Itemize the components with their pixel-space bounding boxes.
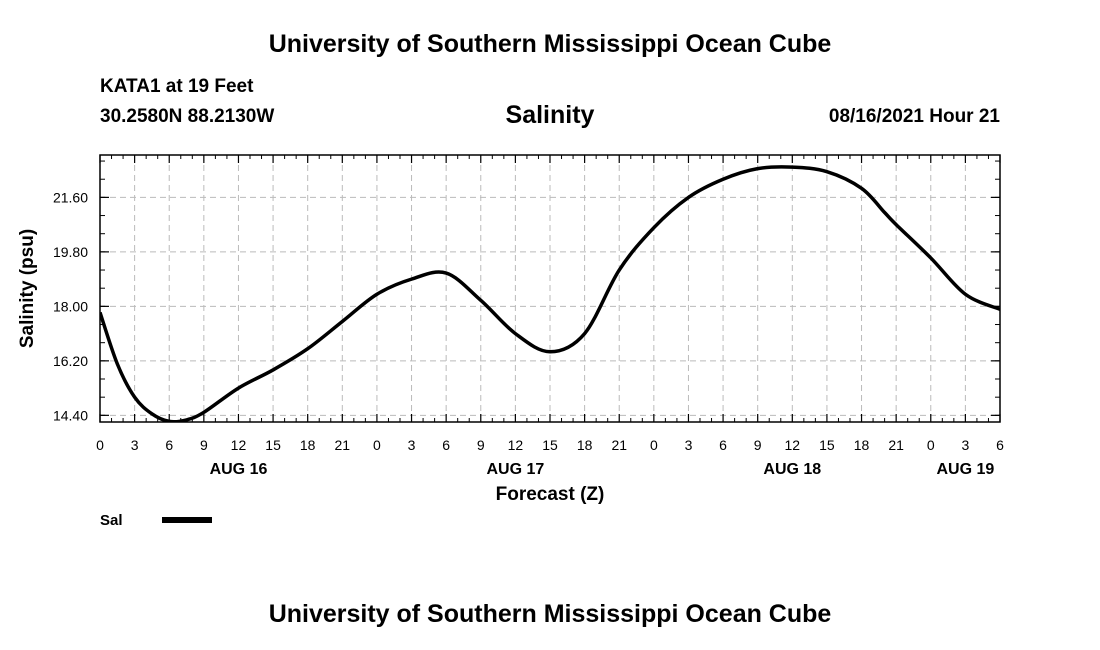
x-tick-label: 15 bbox=[542, 437, 558, 453]
salinity-series-line bbox=[100, 165, 1000, 422]
y-axis-label: Salinity (psu) bbox=[17, 229, 38, 348]
x-tick-label: 21 bbox=[611, 437, 627, 453]
x-tick-label: 12 bbox=[231, 437, 247, 453]
x-tick-label: 0 bbox=[927, 437, 935, 453]
x-tick-label: 3 bbox=[131, 437, 139, 453]
station-label: KATA1 at 19 Feet bbox=[100, 76, 254, 97]
y-tick-label: 21.60 bbox=[53, 189, 88, 205]
plot-frame bbox=[99, 154, 1001, 423]
x-tick-label: 9 bbox=[754, 437, 762, 453]
day-label: AUG 17 bbox=[486, 461, 544, 478]
x-tick-label: 21 bbox=[335, 437, 351, 453]
x-tick-label: 3 bbox=[685, 437, 693, 453]
chart-title: Salinity bbox=[505, 101, 595, 129]
y-tick-label: 14.40 bbox=[53, 407, 88, 423]
x-tick-label: 6 bbox=[442, 437, 450, 453]
y-tick-label: 18.00 bbox=[53, 298, 88, 314]
x-tick-label: 6 bbox=[165, 437, 173, 453]
y-tick-label: 16.20 bbox=[53, 353, 88, 369]
x-tick-label: 6 bbox=[996, 437, 1004, 453]
x-tick-label: 18 bbox=[854, 437, 870, 453]
x-tick-label: 9 bbox=[477, 437, 485, 453]
datetime-label: 08/16/2021 Hour 21 bbox=[828, 106, 1000, 127]
top-title: University of Southern Mississippi Ocean… bbox=[268, 30, 832, 58]
x-tick-label: 21 bbox=[888, 437, 904, 453]
day-label: AUG 18 bbox=[763, 461, 821, 478]
x-tick-label: 6 bbox=[719, 437, 727, 453]
x-tick-label: 3 bbox=[961, 437, 969, 453]
x-tick-label: 18 bbox=[577, 437, 593, 453]
legend-label: Sal bbox=[100, 512, 123, 529]
coords-label: 30.2580N 88.2130W bbox=[100, 106, 275, 127]
day-label: AUG 19 bbox=[936, 461, 994, 478]
bottom-title: University of Southern Mississippi Ocean… bbox=[268, 600, 832, 628]
x-tick-label: 12 bbox=[508, 437, 524, 453]
x-axis-label: Forecast (Z) bbox=[496, 484, 605, 505]
x-tick-label: 0 bbox=[96, 437, 104, 453]
x-tick-label: 15 bbox=[819, 437, 835, 453]
x-tick-label: 0 bbox=[650, 437, 658, 453]
x-tick-label: 0 bbox=[373, 437, 381, 453]
x-tick-label: 9 bbox=[200, 437, 208, 453]
x-tick-label: 15 bbox=[265, 437, 281, 453]
day-label: AUG 16 bbox=[210, 461, 268, 478]
x-tick-label: 18 bbox=[300, 437, 316, 453]
x-tick-label: 3 bbox=[408, 437, 416, 453]
x-tick-label: 12 bbox=[785, 437, 801, 453]
y-tick-label: 19.80 bbox=[53, 244, 88, 260]
